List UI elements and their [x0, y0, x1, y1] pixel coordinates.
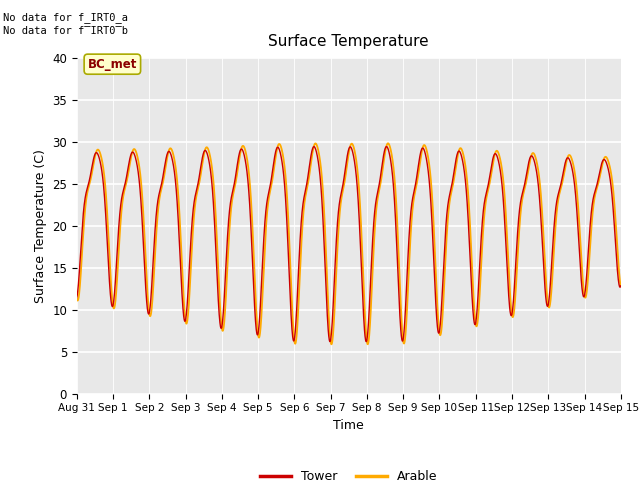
Text: No data for f_IRT0_a: No data for f_IRT0_a [3, 12, 128, 23]
Text: BC_met: BC_met [88, 58, 137, 71]
Legend: Tower, Arable: Tower, Arable [255, 465, 443, 480]
X-axis label: Time: Time [333, 419, 364, 432]
Y-axis label: Surface Temperature (C): Surface Temperature (C) [34, 149, 47, 302]
Text: No data for f̅IRT0̅b: No data for f̅IRT0̅b [3, 26, 128, 36]
Title: Surface Temperature: Surface Temperature [269, 35, 429, 49]
